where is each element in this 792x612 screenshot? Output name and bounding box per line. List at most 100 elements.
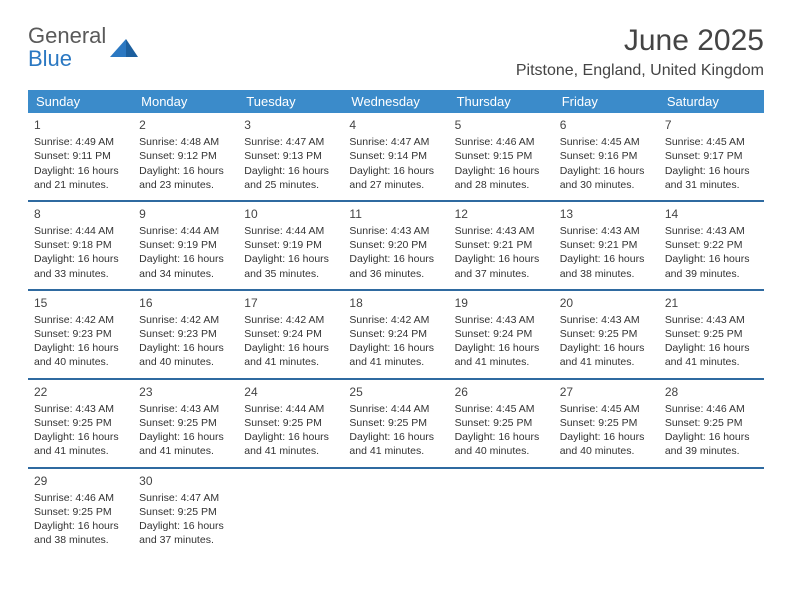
empty-cell — [659, 468, 764, 556]
dow-header: Friday — [554, 90, 659, 113]
day-number: 19 — [455, 295, 548, 311]
day-number: 25 — [349, 384, 442, 400]
logo-line2: Blue — [28, 47, 106, 70]
sunset-line: Sunset: 9:25 PM — [34, 505, 127, 519]
day-cell: 22Sunrise: 4:43 AMSunset: 9:25 PMDayligh… — [28, 379, 133, 468]
daylight-line: Daylight: 16 hours and 39 minutes. — [665, 252, 758, 280]
day-cell: 6Sunrise: 4:45 AMSunset: 9:16 PMDaylight… — [554, 113, 659, 201]
sunset-line: Sunset: 9:14 PM — [349, 149, 442, 163]
day-number: 24 — [244, 384, 337, 400]
day-number: 27 — [560, 384, 653, 400]
dow-header: Thursday — [449, 90, 554, 113]
daylight-line: Daylight: 16 hours and 31 minutes. — [665, 164, 758, 192]
logo: General Blue — [28, 24, 138, 70]
sunset-line: Sunset: 9:22 PM — [665, 238, 758, 252]
dow-header: Wednesday — [343, 90, 448, 113]
sunset-line: Sunset: 9:25 PM — [349, 416, 442, 430]
calendar-table: SundayMondayTuesdayWednesdayThursdayFrid… — [28, 90, 764, 555]
day-cell: 14Sunrise: 4:43 AMSunset: 9:22 PMDayligh… — [659, 201, 764, 290]
day-cell: 18Sunrise: 4:42 AMSunset: 9:24 PMDayligh… — [343, 290, 448, 379]
day-cell: 8Sunrise: 4:44 AMSunset: 9:18 PMDaylight… — [28, 201, 133, 290]
day-cell: 2Sunrise: 4:48 AMSunset: 9:12 PMDaylight… — [133, 113, 238, 201]
sunset-line: Sunset: 9:17 PM — [665, 149, 758, 163]
sunrise-line: Sunrise: 4:46 AM — [34, 491, 127, 505]
day-number: 9 — [139, 206, 232, 222]
sunset-line: Sunset: 9:25 PM — [455, 416, 548, 430]
sunrise-line: Sunrise: 4:45 AM — [560, 135, 653, 149]
daylight-line: Daylight: 16 hours and 41 minutes. — [139, 430, 232, 458]
sunrise-line: Sunrise: 4:47 AM — [139, 491, 232, 505]
dow-header: Tuesday — [238, 90, 343, 113]
day-number: 2 — [139, 117, 232, 133]
sunrise-line: Sunrise: 4:46 AM — [665, 402, 758, 416]
day-number: 14 — [665, 206, 758, 222]
month-title: June 2025 — [516, 24, 764, 58]
day-number: 3 — [244, 117, 337, 133]
sunrise-line: Sunrise: 4:45 AM — [560, 402, 653, 416]
sunrise-line: Sunrise: 4:42 AM — [34, 313, 127, 327]
sunset-line: Sunset: 9:25 PM — [665, 416, 758, 430]
sunrise-line: Sunrise: 4:44 AM — [349, 402, 442, 416]
sunrise-line: Sunrise: 4:45 AM — [665, 135, 758, 149]
sunrise-line: Sunrise: 4:49 AM — [34, 135, 127, 149]
empty-cell — [449, 468, 554, 556]
day-number: 5 — [455, 117, 548, 133]
week-row: 22Sunrise: 4:43 AMSunset: 9:25 PMDayligh… — [28, 379, 764, 468]
calendar-page: General Blue June 2025 Pitstone, England… — [0, 0, 792, 579]
day-number: 30 — [139, 473, 232, 489]
sunrise-line: Sunrise: 4:48 AM — [139, 135, 232, 149]
sunset-line: Sunset: 9:13 PM — [244, 149, 337, 163]
daylight-line: Daylight: 16 hours and 40 minutes. — [455, 430, 548, 458]
day-number: 8 — [34, 206, 127, 222]
day-cell: 29Sunrise: 4:46 AMSunset: 9:25 PMDayligh… — [28, 468, 133, 556]
sunset-line: Sunset: 9:21 PM — [455, 238, 548, 252]
empty-cell — [343, 468, 448, 556]
sunset-line: Sunset: 9:25 PM — [560, 416, 653, 430]
sunset-line: Sunset: 9:25 PM — [244, 416, 337, 430]
sunset-line: Sunset: 9:19 PM — [244, 238, 337, 252]
day-number: 10 — [244, 206, 337, 222]
sunset-line: Sunset: 9:19 PM — [139, 238, 232, 252]
day-number: 26 — [455, 384, 548, 400]
sunset-line: Sunset: 9:16 PM — [560, 149, 653, 163]
daylight-line: Daylight: 16 hours and 21 minutes. — [34, 164, 127, 192]
day-number: 12 — [455, 206, 548, 222]
day-number: 7 — [665, 117, 758, 133]
day-cell: 23Sunrise: 4:43 AMSunset: 9:25 PMDayligh… — [133, 379, 238, 468]
sunrise-line: Sunrise: 4:44 AM — [139, 224, 232, 238]
sunset-line: Sunset: 9:18 PM — [34, 238, 127, 252]
day-cell: 3Sunrise: 4:47 AMSunset: 9:13 PMDaylight… — [238, 113, 343, 201]
daylight-line: Daylight: 16 hours and 35 minutes. — [244, 252, 337, 280]
day-cell: 17Sunrise: 4:42 AMSunset: 9:24 PMDayligh… — [238, 290, 343, 379]
daylight-line: Daylight: 16 hours and 41 minutes. — [455, 341, 548, 369]
sunset-line: Sunset: 9:24 PM — [349, 327, 442, 341]
sunrise-line: Sunrise: 4:42 AM — [349, 313, 442, 327]
daylight-line: Daylight: 16 hours and 23 minutes. — [139, 164, 232, 192]
dow-header: Saturday — [659, 90, 764, 113]
daylight-line: Daylight: 16 hours and 38 minutes. — [34, 519, 127, 547]
daylight-line: Daylight: 16 hours and 27 minutes. — [349, 164, 442, 192]
empty-cell — [554, 468, 659, 556]
day-cell: 20Sunrise: 4:43 AMSunset: 9:25 PMDayligh… — [554, 290, 659, 379]
day-number: 28 — [665, 384, 758, 400]
daylight-line: Daylight: 16 hours and 36 minutes. — [349, 252, 442, 280]
dow-header: Sunday — [28, 90, 133, 113]
logo-line1: General — [28, 24, 106, 47]
day-number: 11 — [349, 206, 442, 222]
daylight-line: Daylight: 16 hours and 34 minutes. — [139, 252, 232, 280]
daylight-line: Daylight: 16 hours and 40 minutes. — [34, 341, 127, 369]
daylight-line: Daylight: 16 hours and 39 minutes. — [665, 430, 758, 458]
day-cell: 4Sunrise: 4:47 AMSunset: 9:14 PMDaylight… — [343, 113, 448, 201]
daylight-line: Daylight: 16 hours and 38 minutes. — [560, 252, 653, 280]
day-number: 4 — [349, 117, 442, 133]
sunset-line: Sunset: 9:25 PM — [665, 327, 758, 341]
daylight-line: Daylight: 16 hours and 28 minutes. — [455, 164, 548, 192]
sunrise-line: Sunrise: 4:47 AM — [244, 135, 337, 149]
day-cell: 1Sunrise: 4:49 AMSunset: 9:11 PMDaylight… — [28, 113, 133, 201]
dow-row: SundayMondayTuesdayWednesdayThursdayFrid… — [28, 90, 764, 113]
day-cell: 12Sunrise: 4:43 AMSunset: 9:21 PMDayligh… — [449, 201, 554, 290]
daylight-line: Daylight: 16 hours and 37 minutes. — [139, 519, 232, 547]
day-cell: 10Sunrise: 4:44 AMSunset: 9:19 PMDayligh… — [238, 201, 343, 290]
day-number: 1 — [34, 117, 127, 133]
title-block: June 2025 Pitstone, England, United King… — [516, 24, 764, 80]
